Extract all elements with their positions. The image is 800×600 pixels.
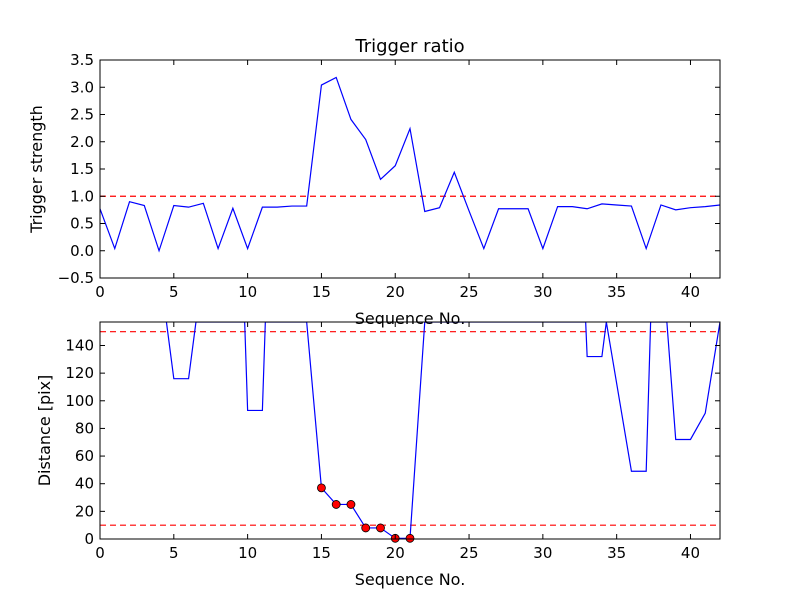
distance-panel: 0 5 10 15 20 25 30 35 40 0 20 40 60 80 100 120 140 Seque… [35, 321, 721, 589]
x-tick-label: 15 [312, 283, 331, 301]
y-tick-label: 100 [65, 392, 94, 410]
x-tick-label: 40 [681, 283, 700, 301]
x-tick-label: 35 [607, 544, 626, 562]
x-axis-label: Sequence No. [355, 309, 466, 328]
highlight-point [317, 483, 326, 493]
y-tick-label: 120 [65, 364, 94, 382]
x-tick-label: 20 [386, 283, 405, 301]
x-tick-label: 30 [533, 283, 552, 301]
x-tick-label: 30 [533, 544, 552, 562]
y-tick-label: −0.5 [58, 269, 94, 287]
y-tick-label: 3.5 [70, 51, 94, 69]
highlight-markers [317, 483, 415, 543]
series-lines [100, 76, 720, 253]
y-tick-label: 80 [75, 419, 94, 437]
y-tick-label: 0.0 [70, 242, 94, 260]
y-tick-label: 20 [75, 502, 94, 520]
highlight-point [346, 500, 356, 509]
axis-ticks: 0 5 10 15 20 25 30 35 40 0 20 40 60 80 100 120 140 [65, 322, 720, 562]
threshold-lines [100, 331, 720, 526]
y-tick-label: 3.0 [70, 78, 94, 96]
y-tick-label: 2.0 [70, 133, 94, 151]
x-tick-label: 10 [238, 283, 257, 301]
trigger-ratio-panel: 0 5 10 15 20 25 30 35 40 −0.5 0.0 0.5 1.0 1.5 2.0 2.5 3.… [27, 36, 721, 328]
highlight-point [405, 533, 415, 543]
axes-frame [99, 321, 721, 540]
chart-title: Trigger ratio [354, 36, 464, 57]
x-tick-label: 10 [238, 544, 257, 562]
x-tick-label: 25 [460, 283, 479, 301]
y-tick-label: 0 [84, 530, 94, 548]
x-tick-label: 0 [95, 283, 105, 301]
x-tick-label: 5 [169, 544, 179, 562]
x-tick-label: 20 [386, 544, 405, 562]
x-tick-label: 5 [169, 283, 179, 301]
y-axis-label: Distance [pix] [35, 375, 54, 487]
y-tick-label: 0.5 [70, 215, 94, 233]
highlight-point [361, 523, 371, 533]
y-tick-label: 60 [75, 447, 94, 465]
y-tick-label: 40 [75, 475, 94, 493]
x-axis-label: Sequence No. [355, 570, 466, 589]
x-tick-label: 15 [312, 544, 331, 562]
y-axis-label: Trigger strength [27, 105, 46, 234]
axis-ticks: 0 5 10 15 20 25 30 35 40 −0.5 0.0 0.5 1.0 1.5 2.0 2.5 3.… [58, 51, 720, 301]
y-tick-label: 140 [65, 336, 94, 354]
series-line [100, 76, 720, 253]
x-tick-label: 0 [95, 544, 105, 562]
highlight-point [331, 500, 341, 509]
x-tick-label: 25 [460, 544, 479, 562]
x-tick-label: 40 [681, 544, 700, 562]
x-tick-label: 35 [607, 283, 626, 301]
y-tick-label: 2.5 [70, 106, 94, 124]
y-tick-label: 1.5 [70, 160, 94, 178]
y-tick-label: 1.0 [70, 187, 94, 205]
axes-frame [99, 59, 721, 279]
highlight-point [376, 523, 385, 533]
